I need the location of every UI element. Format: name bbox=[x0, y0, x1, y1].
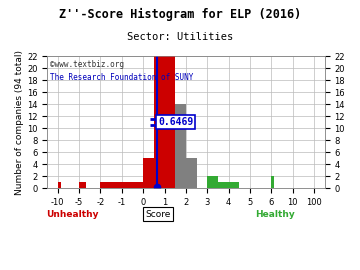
Y-axis label: Number of companies (94 total): Number of companies (94 total) bbox=[15, 50, 24, 195]
Text: The Research Foundation of SUNY: The Research Foundation of SUNY bbox=[50, 73, 193, 82]
Text: Score: Score bbox=[145, 210, 171, 219]
Bar bbox=[143, 158, 154, 188]
Bar bbox=[207, 176, 218, 188]
Bar bbox=[100, 183, 122, 188]
Bar bbox=[186, 158, 197, 188]
Bar bbox=[229, 183, 239, 188]
Text: ©www.textbiz.org: ©www.textbiz.org bbox=[50, 60, 124, 69]
Bar bbox=[154, 56, 165, 188]
Text: Sector: Utilities: Sector: Utilities bbox=[127, 32, 233, 42]
Text: Z''-Score Histogram for ELP (2016): Z''-Score Histogram for ELP (2016) bbox=[59, 8, 301, 21]
Bar bbox=[175, 104, 186, 188]
Text: 0.6469: 0.6469 bbox=[158, 117, 193, 127]
Bar bbox=[58, 183, 61, 188]
Bar bbox=[218, 183, 229, 188]
Text: Healthy: Healthy bbox=[255, 210, 294, 219]
Bar bbox=[79, 183, 86, 188]
Text: Unhealthy: Unhealthy bbox=[46, 210, 98, 219]
Bar bbox=[122, 183, 143, 188]
Bar bbox=[271, 176, 274, 188]
Bar bbox=[165, 56, 175, 188]
